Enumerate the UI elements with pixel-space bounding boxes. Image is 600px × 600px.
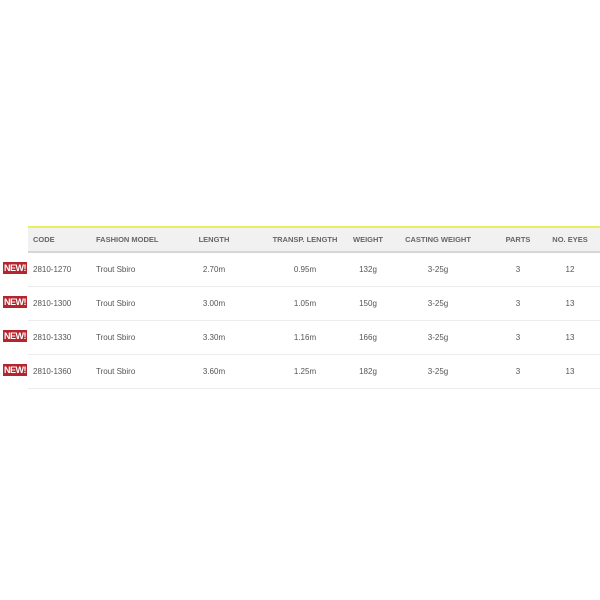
table-header: CODE FASHION MODEL LENGTH TRANSP. LENGTH WEI… — [28, 228, 600, 253]
accent-line — [28, 226, 600, 228]
header-code: CODE — [33, 235, 55, 244]
cell-casting-weight: 3-25g — [427, 265, 449, 274]
cell-code: 2810-1330 — [33, 333, 72, 342]
cell-weight: 150g — [359, 299, 377, 308]
cell-fashion-model: Trout Sbiro — [96, 265, 136, 274]
header-fashion-model: FASHION MODEL — [96, 235, 159, 244]
cell-parts: 3 — [515, 367, 521, 376]
header-no-eyes: NO. EYES — [552, 235, 588, 244]
cell-casting-weight: 3-25g — [427, 367, 449, 376]
new-badge: NEW! — [3, 262, 27, 274]
cell-code: 2810-1270 — [33, 265, 72, 274]
table-row: NEW! 2810-1270 Trout Sbiro 2.70m 0.95m 132g 3-… — [3, 253, 600, 287]
cell-length: 3.00m — [202, 299, 226, 308]
table-row: NEW! 2810-1330 Trout Sbiro 3.30m 1.16m 166g 3-… — [3, 321, 600, 355]
cell-transp-length: 1.25m — [293, 367, 317, 376]
cell-no-eyes: 13 — [565, 299, 575, 308]
product-spec-table: CODE FASHION MODEL LENGTH TRANSP. LENGTH WEI… — [3, 226, 600, 389]
header-weight: WEIGHT — [353, 235, 383, 244]
cell-code: 2810-1300 — [33, 299, 72, 308]
cell-transp-length: 1.16m — [293, 333, 317, 342]
cell-transp-length: 0.95m — [293, 265, 317, 274]
cell-fashion-model: Trout Sbiro — [96, 299, 136, 308]
cell-no-eyes: 12 — [565, 265, 575, 274]
header-casting-weight: CASTING WEIGHT — [405, 235, 471, 244]
cell-length: 3.60m — [202, 367, 226, 376]
table-row: NEW! 2810-1300 Trout Sbiro 3.00m 1.05m 150g 3-… — [3, 287, 600, 321]
cell-weight: 132g — [359, 265, 377, 274]
new-badge: NEW! — [3, 330, 27, 342]
cell-casting-weight: 3-25g — [427, 333, 449, 342]
cell-fashion-model: Trout Sbiro — [96, 367, 136, 376]
cell-length: 2.70m — [202, 265, 226, 274]
cell-transp-length: 1.05m — [293, 299, 317, 308]
cell-parts: 3 — [515, 265, 521, 274]
cell-no-eyes: 13 — [565, 367, 575, 376]
cell-fashion-model: Trout Sbiro — [96, 333, 136, 342]
table-row: NEW! 2810-1360 Trout Sbiro 3.60m 1.25m 182g 3-… — [3, 355, 600, 389]
header-transp-length: TRANSP. LENGTH — [272, 235, 338, 244]
cell-no-eyes: 13 — [565, 333, 575, 342]
cell-code: 2810-1360 — [33, 367, 72, 376]
cell-casting-weight: 3-25g — [427, 299, 449, 308]
new-badge: NEW! — [3, 364, 27, 376]
header-length: LENGTH — [198, 235, 230, 244]
new-badge: NEW! — [3, 296, 27, 308]
cell-weight: 182g — [359, 367, 377, 376]
cell-weight: 166g — [359, 333, 377, 342]
cell-length: 3.30m — [202, 333, 226, 342]
header-parts: PARTS — [505, 235, 531, 244]
cell-parts: 3 — [515, 299, 521, 308]
cell-parts: 3 — [515, 333, 521, 342]
